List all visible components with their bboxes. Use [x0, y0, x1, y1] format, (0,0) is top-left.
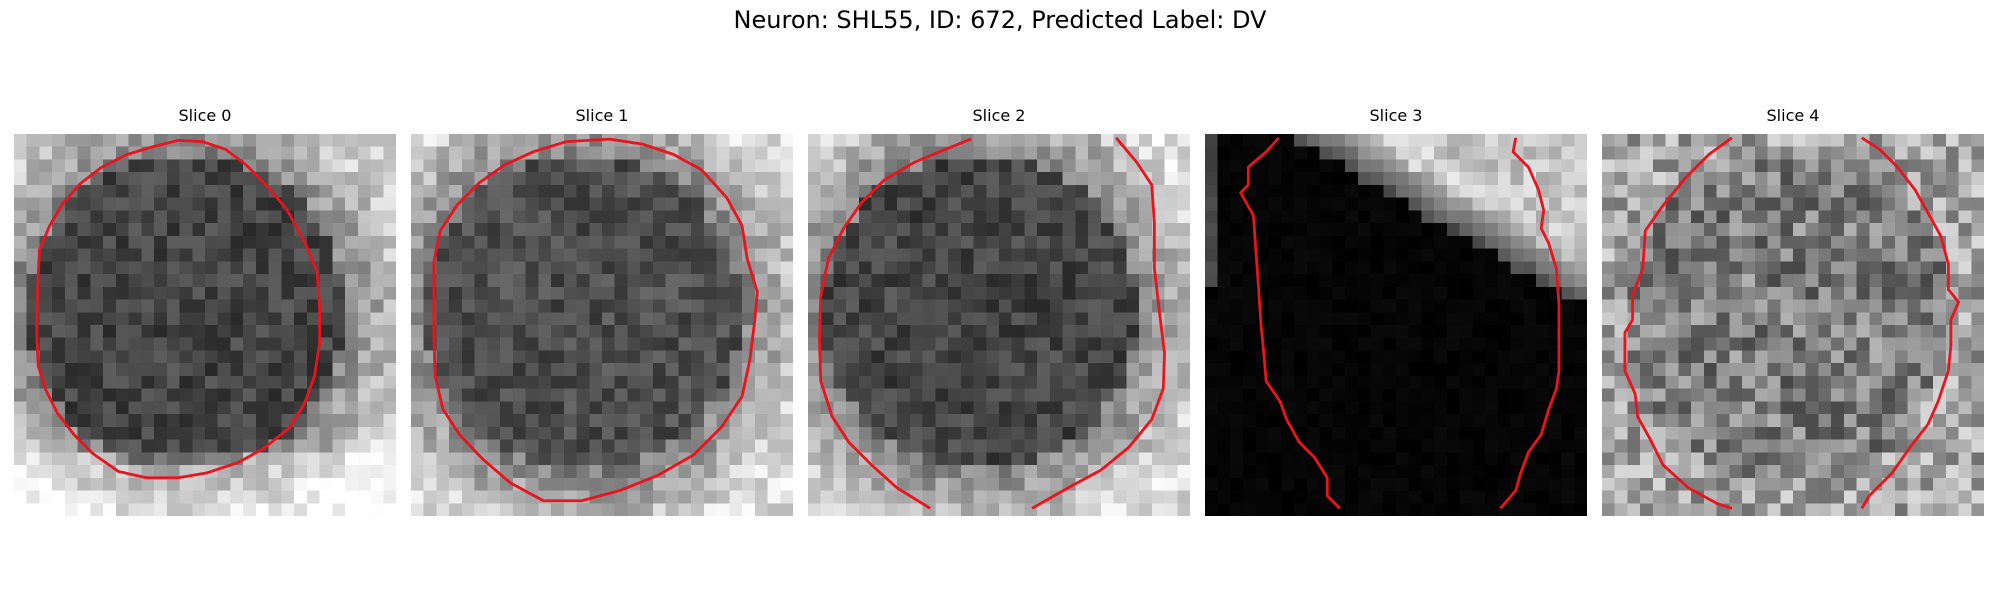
pixel-grid — [1602, 134, 1984, 516]
panel-title: Slice 4 — [1766, 106, 1820, 125]
pixel-grid — [1205, 134, 1587, 516]
slice-image — [1602, 134, 1984, 516]
cell-contour — [35, 138, 322, 480]
cell-contour — [1499, 137, 1561, 510]
pixel-grid — [808, 134, 1190, 516]
cell-contour — [1031, 136, 1166, 510]
panel-title: Slice 1 — [575, 106, 629, 125]
cell-contour — [1239, 136, 1341, 510]
cell-contour — [818, 137, 972, 510]
cell-contour — [432, 137, 759, 503]
slice-image — [808, 134, 1190, 516]
panel-title: Slice 3 — [1369, 106, 1423, 125]
slice-image — [1205, 134, 1587, 516]
slice-image — [411, 134, 793, 516]
cell-contour — [1623, 136, 1733, 510]
figure-title: Neuron: SHL55, ID: 672, Predicted Label:… — [733, 6, 1267, 34]
slice-image — [14, 134, 396, 516]
pixel-grid — [411, 134, 793, 516]
panel-title: Slice 2 — [972, 106, 1026, 125]
panel-title: Slice 0 — [178, 106, 232, 125]
pixel-grid — [14, 134, 396, 516]
cell-contour — [1860, 136, 1960, 510]
